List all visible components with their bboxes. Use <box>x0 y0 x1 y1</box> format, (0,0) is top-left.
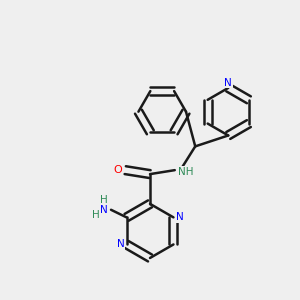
Text: NH: NH <box>178 167 193 177</box>
Text: O: O <box>114 165 122 175</box>
Text: N: N <box>176 212 183 222</box>
Text: N: N <box>117 239 124 250</box>
Text: H: H <box>100 195 107 205</box>
Text: N: N <box>100 205 107 215</box>
Text: N: N <box>224 78 232 88</box>
Text: H: H <box>92 210 100 220</box>
